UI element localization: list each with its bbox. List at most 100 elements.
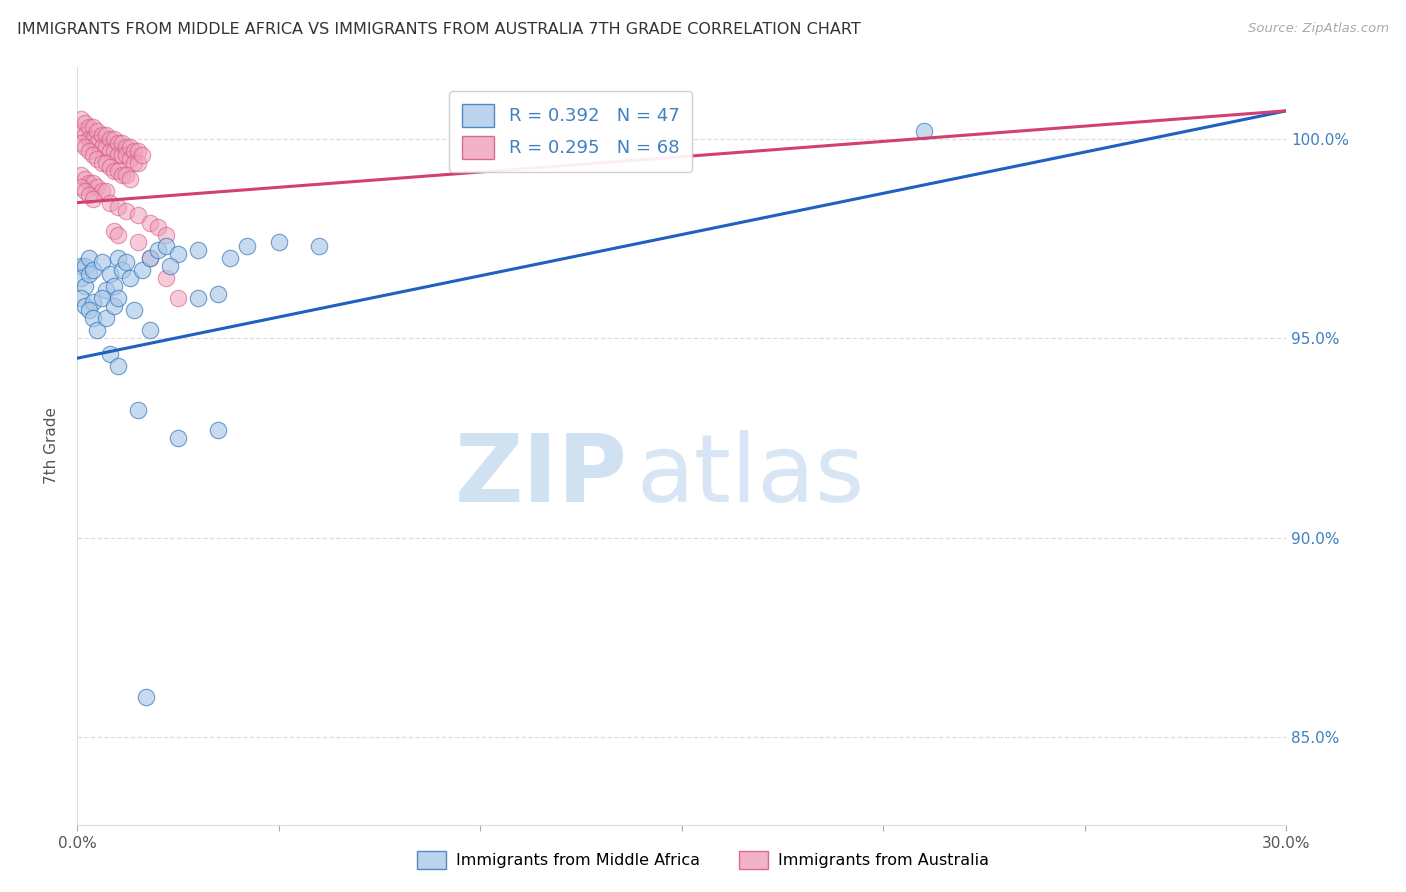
Point <box>114 168 136 182</box>
Point <box>79 187 101 202</box>
Point <box>107 200 129 214</box>
Point <box>308 239 330 253</box>
Point <box>86 179 108 194</box>
Point <box>79 120 101 134</box>
Point <box>107 136 129 150</box>
Point <box>75 299 97 313</box>
Point <box>912 124 935 138</box>
Point <box>139 252 162 266</box>
Point <box>103 144 125 158</box>
Point <box>146 244 169 258</box>
Point <box>70 168 93 182</box>
Point <box>79 252 101 266</box>
Point <box>111 263 134 277</box>
Point <box>70 124 93 138</box>
Point <box>70 179 93 194</box>
Point <box>94 128 117 142</box>
Point <box>90 128 112 142</box>
Point <box>107 163 129 178</box>
Point <box>70 112 93 126</box>
Point <box>187 291 209 305</box>
Point <box>139 252 162 266</box>
Point <box>187 244 209 258</box>
Point <box>82 147 104 161</box>
Point <box>118 271 141 285</box>
Point <box>82 120 104 134</box>
Point <box>118 139 141 153</box>
Text: Source: ZipAtlas.com: Source: ZipAtlas.com <box>1249 22 1389 36</box>
Point <box>75 171 97 186</box>
Point <box>107 227 129 242</box>
Point <box>107 147 129 161</box>
Point <box>98 268 121 282</box>
Point <box>75 128 97 142</box>
Point <box>207 287 229 301</box>
Point <box>107 359 129 374</box>
Point <box>75 116 97 130</box>
Point <box>75 139 97 153</box>
Point <box>207 423 229 437</box>
Point <box>135 690 157 705</box>
Point <box>131 263 153 277</box>
Point <box>114 203 136 218</box>
Point <box>90 184 112 198</box>
Point <box>118 171 141 186</box>
Point <box>139 215 162 229</box>
Point <box>159 260 181 274</box>
Point <box>79 132 101 146</box>
Point <box>131 147 153 161</box>
Point <box>107 291 129 305</box>
Text: IMMIGRANTS FROM MIDDLE AFRICA VS IMMIGRANTS FROM AUSTRALIA 7TH GRADE CORRELATION: IMMIGRANTS FROM MIDDLE AFRICA VS IMMIGRA… <box>17 22 860 37</box>
Point <box>111 136 134 150</box>
Point <box>82 263 104 277</box>
Point <box>82 295 104 310</box>
Point <box>94 155 117 169</box>
Point <box>70 271 93 285</box>
Point <box>155 239 177 253</box>
Point <box>103 279 125 293</box>
Point <box>103 223 125 237</box>
Point <box>167 247 190 261</box>
Y-axis label: 7th Grade: 7th Grade <box>44 408 59 484</box>
Point <box>86 323 108 337</box>
Point <box>219 252 242 266</box>
Point <box>70 136 93 150</box>
Point <box>103 163 125 178</box>
Point <box>114 139 136 153</box>
Point <box>155 227 177 242</box>
Point <box>103 132 125 146</box>
Point <box>90 291 112 305</box>
Point <box>146 219 169 234</box>
Point <box>90 155 112 169</box>
Point <box>127 208 149 222</box>
Point <box>79 268 101 282</box>
Point <box>114 147 136 161</box>
Point <box>82 192 104 206</box>
Point <box>98 160 121 174</box>
Point <box>75 184 97 198</box>
Point <box>127 155 149 169</box>
Point <box>98 132 121 146</box>
Legend: R = 0.392   N = 47, R = 0.295   N = 68: R = 0.392 N = 47, R = 0.295 N = 68 <box>449 91 692 172</box>
Point <box>94 139 117 153</box>
Point <box>70 291 93 305</box>
Point <box>98 347 121 361</box>
Point <box>82 132 104 146</box>
Legend: Immigrants from Middle Africa, Immigrants from Australia: Immigrants from Middle Africa, Immigrant… <box>411 845 995 875</box>
Point <box>79 176 101 190</box>
Point <box>90 139 112 153</box>
Point <box>75 260 97 274</box>
Point <box>107 252 129 266</box>
Text: atlas: atlas <box>636 430 865 523</box>
Point <box>82 176 104 190</box>
Point <box>114 255 136 269</box>
Point <box>267 235 290 250</box>
Point <box>122 155 145 169</box>
Point <box>139 323 162 337</box>
Point <box>155 271 177 285</box>
Point <box>127 235 149 250</box>
Point <box>127 144 149 158</box>
Point <box>111 147 134 161</box>
Point <box>111 168 134 182</box>
Point <box>98 195 121 210</box>
